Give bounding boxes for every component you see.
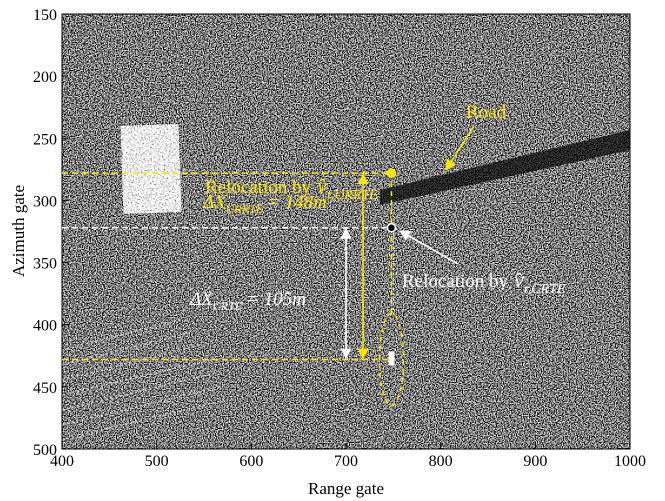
measure-label-part: ΔX xyxy=(202,192,227,213)
measure-label-part: = 105m xyxy=(246,289,306,310)
relocation-label-part: r,URRTE xyxy=(327,188,378,203)
x-tick-label: 500 xyxy=(145,453,169,470)
y-axis-label: Azimuth gate xyxy=(9,185,28,277)
x-tick-label: 1000 xyxy=(614,453,646,470)
y-tick-label: 250 xyxy=(33,131,57,148)
road-label: Road xyxy=(466,102,507,123)
relocation-point xyxy=(387,169,395,177)
x-tick-label: 600 xyxy=(239,453,263,470)
chart: 4005006007008009001000150200250300350400… xyxy=(0,0,665,501)
y-tick-label: 300 xyxy=(33,193,57,210)
y-tick-label: 150 xyxy=(33,7,57,24)
measure-label-part: = 148m xyxy=(267,192,327,213)
y-tick-label: 400 xyxy=(33,318,57,335)
x-tick-label: 900 xyxy=(523,453,547,470)
measure-label-part: CRTE xyxy=(213,299,243,313)
y-tick-label: 350 xyxy=(33,256,57,273)
measure-label-part: URRTE xyxy=(226,202,264,216)
x-tick-label: 800 xyxy=(429,453,453,470)
y-tick-label: 500 xyxy=(33,442,57,459)
y-tick-label: 450 xyxy=(33,380,57,397)
x-axis-label: Range gate xyxy=(308,479,384,498)
relocation-point xyxy=(387,224,395,232)
x-tick-label: 700 xyxy=(334,453,358,470)
measure-label: ΔXCRTE= 105m xyxy=(189,289,306,313)
y-tick-label: 200 xyxy=(33,69,57,86)
building xyxy=(120,124,181,214)
relocation-label-part: v̂ xyxy=(514,267,524,292)
relocation-label-part: r,CRTE xyxy=(524,282,566,297)
relocation-label-part: Relocation by xyxy=(402,271,509,292)
measure-label-part: ΔX xyxy=(189,289,214,310)
target xyxy=(388,352,394,366)
